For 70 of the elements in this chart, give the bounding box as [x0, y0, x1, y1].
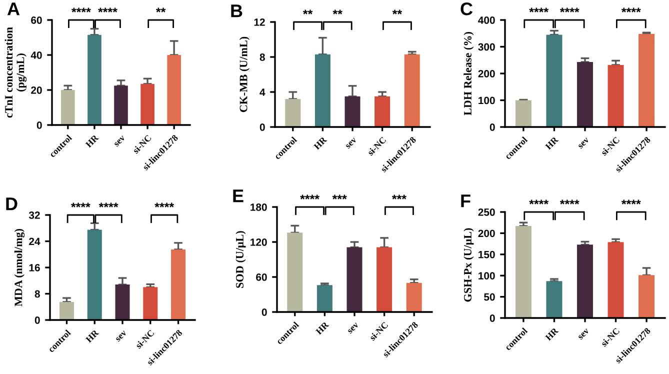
text: ** — [156, 8, 166, 12]
y-tick-label: 24 — [29, 238, 40, 246]
text: **** — [621, 200, 641, 204]
y-axis-title: SOD (U/μL) — [236, 231, 246, 288]
text: *** — [392, 194, 406, 200]
x-tick-label: sev — [116, 330, 127, 342]
y-tick-label: 50 — [484, 293, 495, 301]
y-tick-label: 0 — [36, 122, 42, 129]
chart-title: F — [461, 194, 470, 208]
y-tick-label: 200 — [478, 230, 495, 238]
y-tick-label: 8 — [260, 54, 265, 61]
y-tick-label: 32 — [28, 212, 40, 219]
y-tick-label: 60 — [31, 16, 42, 24]
y-tick-label: 0 — [260, 124, 265, 131]
x-tick-label: HR — [85, 329, 100, 343]
text: ** — [332, 10, 342, 14]
y-tick-label: 200 — [478, 70, 495, 78]
y-tick-label: 40 — [30, 52, 42, 59]
text: **** — [300, 194, 320, 200]
x-tick-label: HR — [85, 134, 99, 148]
y-tick-label: 100 — [478, 272, 495, 280]
chart-title: E — [233, 190, 244, 202]
text: **** — [98, 202, 118, 208]
y-axis-title: GSH-Px (U/μL) — [464, 228, 474, 302]
y-tick-label: 180 — [250, 204, 267, 211]
text: **** — [72, 8, 91, 12]
x-tick-label: sev — [114, 135, 126, 147]
text: *** — [332, 194, 347, 200]
x-tick-label: sev — [346, 137, 357, 149]
x-tick-label: HR — [313, 136, 328, 150]
y-tick-label: 0 — [490, 314, 495, 322]
x-tick-label: HR — [545, 136, 559, 150]
text: **** — [529, 200, 549, 204]
y-tick-label: 300 — [478, 43, 495, 51]
y-tick-label: 4 — [260, 88, 266, 96]
y-axis-title: cTnI concentration (pg/mL) — [4, 27, 27, 118]
y-axis-title: MDA (nmol/mg) — [14, 228, 25, 306]
y-tick-label: 250 — [478, 208, 495, 216]
y-tick-label: 16 — [29, 264, 40, 272]
y-tick-label: 0 — [34, 316, 40, 324]
text: **** — [98, 8, 118, 12]
x-tick-label: HR — [315, 321, 330, 335]
y-tick-label: 150 — [478, 250, 495, 258]
text: **** — [70, 202, 90, 208]
y-tick-label: 60 — [256, 274, 267, 281]
y-tick-label: 120 — [250, 238, 267, 246]
text: **** — [560, 8, 580, 12]
chart-title: B — [231, 4, 242, 18]
x-tick-label: sev — [578, 328, 590, 340]
y-tick-label: 12 — [254, 18, 265, 26]
y-tick-label: 8 — [34, 290, 40, 298]
chart-title: A — [7, 2, 20, 16]
text: ** — [392, 10, 402, 14]
text: **** — [560, 200, 580, 204]
y-tick-label: 0 — [262, 308, 267, 316]
text: **** — [529, 8, 549, 12]
chart-title: D — [6, 198, 18, 210]
text: ** — [302, 10, 313, 14]
x-tick-label: sev — [578, 137, 590, 149]
y-tick-label: 0 — [490, 124, 495, 131]
y-tick-label: 400 — [478, 16, 495, 24]
x-tick-label: sev — [348, 322, 359, 334]
y-tick-label: 20 — [31, 86, 42, 94]
text: **** — [154, 202, 174, 208]
chart-title: C — [460, 2, 473, 16]
y-axis-title: LDH Release (%) — [464, 32, 474, 116]
y-tick-label: 100 — [478, 96, 495, 104]
text: **** — [621, 8, 641, 12]
y-axis-title: CK-MB (U/mL) — [239, 36, 250, 112]
x-tick-label: HR — [545, 327, 559, 341]
